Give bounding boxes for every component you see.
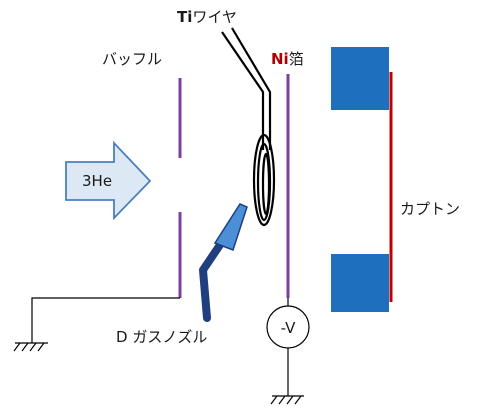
ground-symbol-left [13,342,48,352]
nozzle-label: D ガスノズル [116,328,207,346]
kapton-block-bottom [331,254,389,312]
nozzle-label-suffix: ガスノズル [128,328,208,346]
baffle-label: バッフル [102,50,162,68]
ni-foil-label: Ni箔 [271,50,304,68]
helium3-arrow-label: 3He [82,172,112,190]
kapton-label: カプトン [400,200,460,218]
baffle-ground-wire [31,297,180,343]
nozzle-label-prefix: D [116,328,128,346]
helium3-arrow-shape [65,140,152,221]
ti-wire-label: Tiワイヤ [177,8,237,26]
nozzle-tip [213,203,248,251]
ti-wire-label-suffix: ワイヤ [192,8,237,26]
ti-wire-label-prefix: Ti [177,8,192,26]
ground-symbol-bottom [270,395,304,405]
ni-foil-label-prefix: Ni [271,50,289,68]
d-gas-nozzle [199,203,248,322]
kapton-block-top [331,47,389,110]
voltage-source: -V [266,298,310,396]
voltage-label: -V [281,319,297,337]
ni-foil-label-suffix: 箔 [289,50,304,68]
helium3-arrow: 3He [65,140,152,221]
ti-wire [221,27,276,227]
nozzle-tube [199,232,230,322]
